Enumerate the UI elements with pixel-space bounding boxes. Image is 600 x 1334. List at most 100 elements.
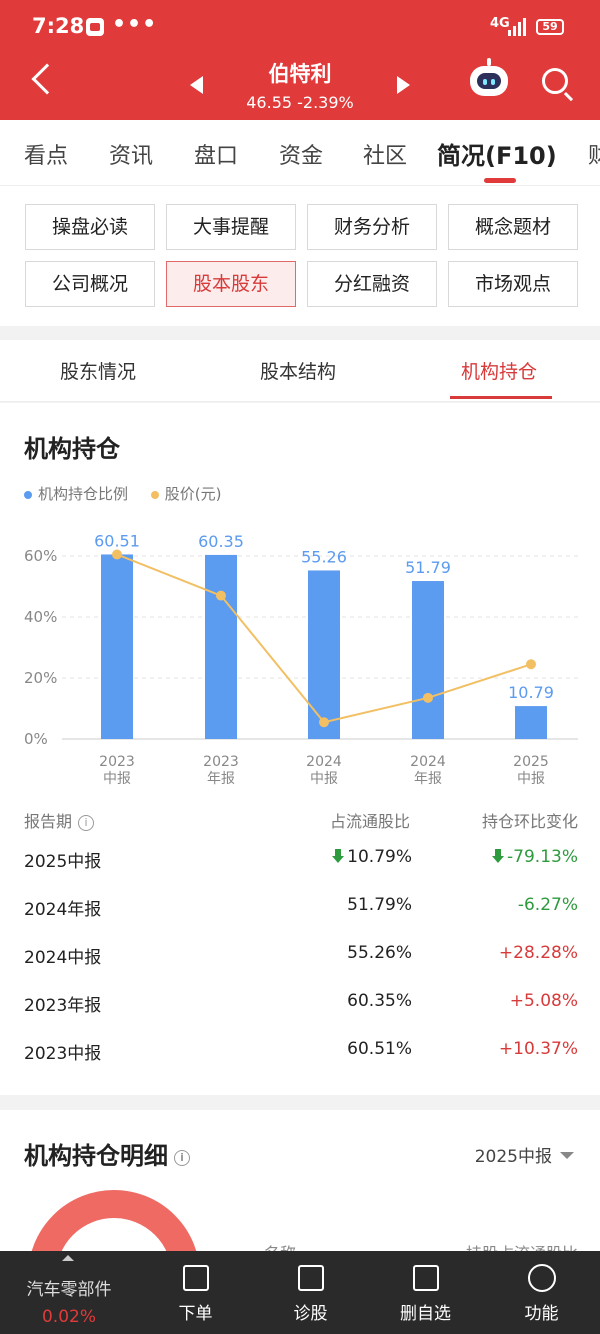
more-dots-icon: •••: [112, 12, 158, 37]
prev-stock-icon[interactable]: [190, 76, 203, 94]
detail-title-text: 机构持仓明细: [24, 1142, 168, 1170]
price-point: [216, 590, 226, 601]
row-period: 2024年报: [24, 900, 102, 920]
subtab-institution[interactable]: 机构持仓: [461, 361, 538, 383]
price-point: [112, 549, 122, 560]
menu-icon: [527, 1264, 556, 1292]
quick-company[interactable]: 公司概况: [25, 261, 155, 307]
tab-community[interactable]: 社区: [363, 144, 408, 169]
bar-value-label: 51.79: [405, 558, 451, 577]
row-ratio: 60.35%: [347, 991, 412, 1011]
search-icon[interactable]: [542, 68, 568, 94]
row-change-value: +10.37%: [498, 1039, 578, 1059]
tab-finance[interactable]: 财: [588, 138, 600, 170]
order-icon: [182, 1265, 209, 1291]
table-row: 2025中报 10.79% -79.13%: [24, 835, 578, 883]
stock-price: 46.55 -2.39%: [246, 93, 354, 112]
tab-highlights[interactable]: 看点: [24, 144, 69, 169]
status-bar: 7:28 ••• 4G 59: [0, 0, 600, 56]
quick-shareholders[interactable]: 股本股东: [166, 261, 296, 307]
table-row: 2023中报 60.51% +10.37%: [24, 1027, 578, 1075]
quick-concepts[interactable]: 概念题材: [448, 204, 578, 250]
quick-dividends[interactable]: 分红融资: [307, 261, 437, 307]
bar: [205, 554, 237, 739]
row-ratio-value: 60.51%: [347, 1039, 412, 1059]
diagnose-icon: [297, 1265, 324, 1291]
price-point: [423, 692, 433, 703]
tab-news[interactable]: 资讯: [109, 144, 154, 169]
quick-events[interactable]: 大事提醒: [166, 204, 296, 250]
remove-watchlist-button[interactable]: 删自选: [368, 1251, 483, 1334]
table-row: 2024中报 55.26% +28.28%: [24, 931, 578, 979]
row-period: 2023年报: [24, 996, 102, 1016]
down-arrow-icon: [492, 849, 505, 863]
bar-value-label: 60.51: [94, 531, 140, 550]
row-change-value: -79.13%: [507, 847, 578, 867]
x-tick-label: 年报: [414, 771, 442, 787]
status-time: 7:28: [32, 14, 85, 38]
detail-info-icon[interactable]: i: [174, 1150, 190, 1166]
row-change-value: +5.08%: [509, 991, 578, 1011]
col-period-header: 报告期 i: [24, 808, 95, 832]
tab-quote[interactable]: 盘口: [194, 144, 239, 169]
app-notification-icon: [86, 18, 104, 36]
signal-icon: [508, 18, 528, 36]
remove-watchlist-label: 删自选: [400, 1304, 451, 1324]
y-tick-label: 20%: [24, 669, 57, 687]
row-change: +5.08%: [510, 991, 578, 1011]
bar: [308, 570, 340, 739]
diagnose-label: 诊股: [293, 1304, 328, 1324]
back-icon[interactable]: [31, 63, 63, 95]
row-ratio-value: 10.79%: [347, 847, 412, 867]
bar: [412, 581, 444, 739]
info-icon[interactable]: i: [78, 815, 95, 831]
legend-bar: 机构持仓比例: [24, 483, 128, 504]
quick-financial[interactable]: 财务分析: [307, 204, 437, 250]
row-period: 2025中报: [24, 852, 102, 872]
tab-active-indicator: [484, 178, 516, 183]
subtab-capital-structure[interactable]: 股本结构: [260, 361, 337, 383]
legend-bar-label: 机构持仓比例: [38, 485, 129, 503]
price-point: [319, 717, 329, 728]
row-change: +28.28%: [499, 943, 578, 963]
diagnose-button[interactable]: 诊股: [253, 1251, 368, 1334]
row-change-value: -6.27%: [517, 895, 578, 915]
sector-info[interactable]: 汽车零部件 0.02%: [0, 1251, 138, 1334]
row-ratio: 51.79%: [347, 895, 412, 915]
row-period: 2024中报: [24, 948, 102, 968]
bar-value-label: 10.79: [508, 683, 554, 702]
col-period-label: 报告期: [24, 812, 73, 831]
subtab-shareholders[interactable]: 股东情况: [60, 361, 137, 383]
row-ratio: 60.51%: [347, 1039, 412, 1059]
row-ratio-value: 60.35%: [347, 991, 412, 1011]
stock-name: 伯特利: [268, 62, 332, 86]
functions-label: 功能: [524, 1304, 559, 1324]
x-tick-label: 中报: [103, 771, 131, 787]
main-tab-bar: 看点 资讯 盘口 资金 社区 简况(F10) 财: [0, 120, 600, 186]
period-selector[interactable]: 2025中报: [475, 1142, 574, 1167]
minus-icon: [412, 1265, 439, 1291]
tab-funds[interactable]: 资金: [279, 144, 324, 169]
order-label: 下单: [178, 1304, 213, 1324]
battery-icon: 59: [536, 19, 564, 35]
functions-button[interactable]: 功能: [483, 1251, 600, 1334]
table-row: 2024年报 51.79% -6.27%: [24, 883, 578, 931]
y-tick-label: 40%: [24, 608, 57, 626]
bar: [515, 706, 547, 739]
quick-must-read[interactable]: 操盘必读: [25, 204, 155, 250]
quick-market-view[interactable]: 市场观点: [448, 261, 578, 307]
x-tick-label: 中报: [517, 771, 545, 787]
order-button[interactable]: 下单: [138, 1251, 253, 1334]
row-ratio: 55.26%: [347, 943, 412, 963]
next-stock-icon[interactable]: [397, 76, 410, 94]
sector-name: 汽车零部件: [26, 1280, 112, 1300]
x-tick-label: 2025: [513, 754, 549, 770]
institution-holdings-card: 机构持仓 机构持仓比例 股价(元) 60% 40% 20% 0% 60.51 60.35 5…: [0, 403, 600, 1095]
row-ratio-value: 51.79%: [347, 895, 412, 915]
bar: [101, 554, 133, 739]
period-selector-label: 2025中报: [474, 1147, 552, 1167]
chart-legend: 机构持仓比例 股价(元): [24, 483, 240, 504]
tab-f10[interactable]: 简况(F10): [437, 142, 557, 170]
ai-assistant-icon[interactable]: [470, 58, 508, 96]
row-ratio-value: 55.26%: [347, 943, 412, 963]
